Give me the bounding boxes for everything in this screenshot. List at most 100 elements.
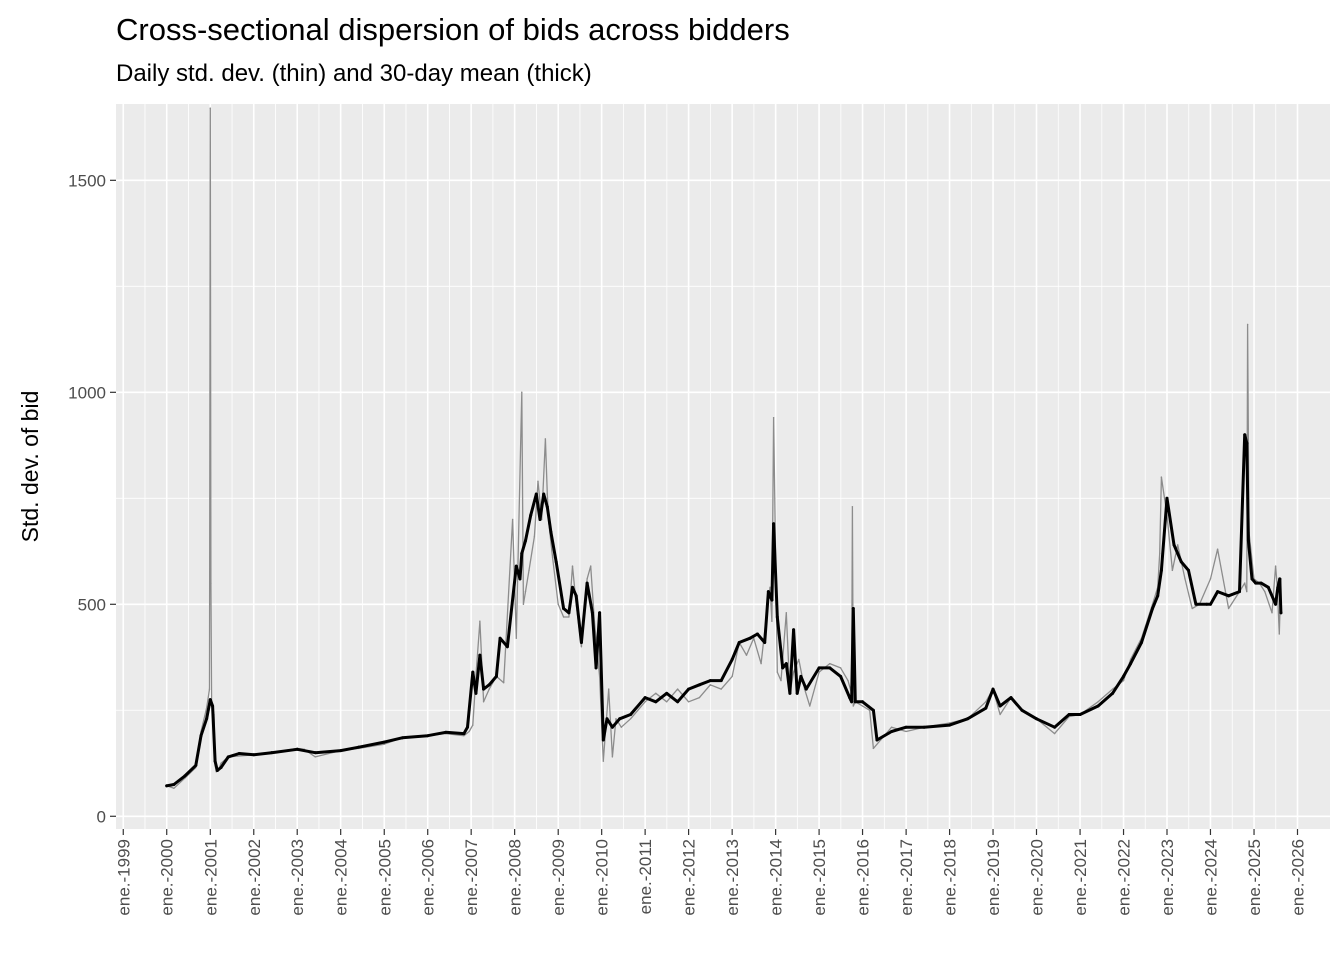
data-point (586, 578, 588, 580)
data-point (798, 658, 800, 661)
data-point (546, 493, 548, 495)
data-point (220, 762, 222, 764)
data-point (610, 725, 614, 729)
data-point (215, 768, 219, 772)
data-point (520, 551, 524, 555)
data-point (1246, 590, 1248, 593)
data-point (654, 700, 658, 704)
data-point (598, 611, 602, 615)
data-point (1020, 708, 1024, 712)
data-point (839, 667, 842, 669)
data-point (585, 581, 589, 585)
data-point (478, 653, 482, 657)
data-point (554, 560, 558, 564)
data-point (1191, 607, 1193, 610)
y-tick-label: 0 (97, 807, 106, 826)
data-point (785, 612, 788, 614)
data-point (213, 759, 217, 763)
data-point (784, 662, 788, 666)
data-point (737, 640, 741, 644)
data-point (1194, 602, 1198, 606)
x-tick-label: ene.-2023 (1158, 839, 1177, 916)
data-point (518, 577, 522, 581)
data-point (776, 671, 778, 673)
data-point (529, 513, 533, 517)
data-point (1111, 688, 1114, 690)
x-tick-label: ene.-2022 (1115, 839, 1134, 916)
data-point (708, 679, 712, 683)
data-point (1271, 612, 1273, 614)
x-tick-label: ene.-2026 (1288, 839, 1307, 916)
data-point (719, 679, 723, 683)
data-point (1227, 607, 1230, 610)
data-point (676, 700, 680, 704)
data-point (966, 717, 970, 721)
data-point (1171, 569, 1174, 572)
data-point (219, 766, 223, 770)
data-point (1078, 713, 1082, 717)
data-point (511, 518, 514, 521)
data-point (1266, 585, 1270, 589)
data-point (383, 743, 385, 745)
data-point (502, 682, 505, 684)
data-point (890, 729, 894, 733)
data-point (769, 586, 771, 589)
data-point (400, 736, 404, 740)
data-point (1150, 607, 1154, 611)
data-point (1276, 585, 1280, 589)
data-point (542, 492, 546, 496)
data-point (514, 564, 518, 568)
data-point (890, 726, 893, 728)
data-point (720, 688, 722, 690)
x-tick-label: ene.-2016 (854, 839, 873, 916)
data-point (1179, 560, 1183, 564)
x-tick-label: ene.-2007 (462, 839, 481, 916)
data-point (498, 636, 502, 640)
data-point (538, 517, 542, 521)
data-point (766, 590, 770, 594)
data-point (748, 636, 752, 640)
data-point (1245, 441, 1249, 445)
x-tick-label: ene.-2004 (332, 839, 351, 916)
data-point (1160, 476, 1163, 478)
data-point (799, 674, 803, 678)
data-point (991, 687, 995, 691)
data-point (817, 666, 821, 670)
data-point (755, 632, 759, 636)
data-point (1165, 496, 1169, 500)
data-point (697, 683, 701, 687)
data-point (165, 784, 169, 788)
data-point (872, 747, 875, 750)
x-tick-label: ene.-2021 (1071, 839, 1090, 916)
data-point (763, 640, 767, 644)
data-point (818, 671, 820, 673)
x-tick-label: ene.-2009 (549, 839, 568, 916)
x-tick-label: ene.-2020 (1028, 839, 1047, 916)
data-point (1177, 544, 1179, 546)
data-point (665, 701, 668, 703)
data-point (1250, 577, 1254, 581)
data-point (770, 598, 774, 602)
data-point (644, 701, 646, 703)
x-tick-label: ene.-2013 (723, 839, 742, 916)
data-point (775, 615, 779, 619)
y-tick-label: 1000 (68, 383, 106, 402)
data-point (853, 700, 857, 704)
data-point (183, 774, 187, 778)
data-point (665, 691, 669, 695)
data-point (1067, 713, 1071, 717)
data-point (472, 724, 474, 726)
x-tick-label: ene.-2019 (984, 839, 1003, 916)
data-point (488, 688, 490, 690)
data-point (314, 756, 316, 758)
x-tick-label: ene.-2000 (158, 839, 177, 916)
data-point (1254, 581, 1258, 585)
x-tick-label: ene.-1999 (114, 839, 133, 916)
data-point (730, 657, 734, 661)
data-point (772, 417, 775, 419)
data-point (868, 709, 871, 711)
data-point (1246, 539, 1250, 543)
series-30-day-mean (165, 433, 1283, 788)
minor-gridlines (116, 104, 1330, 829)
data-point (590, 611, 594, 615)
